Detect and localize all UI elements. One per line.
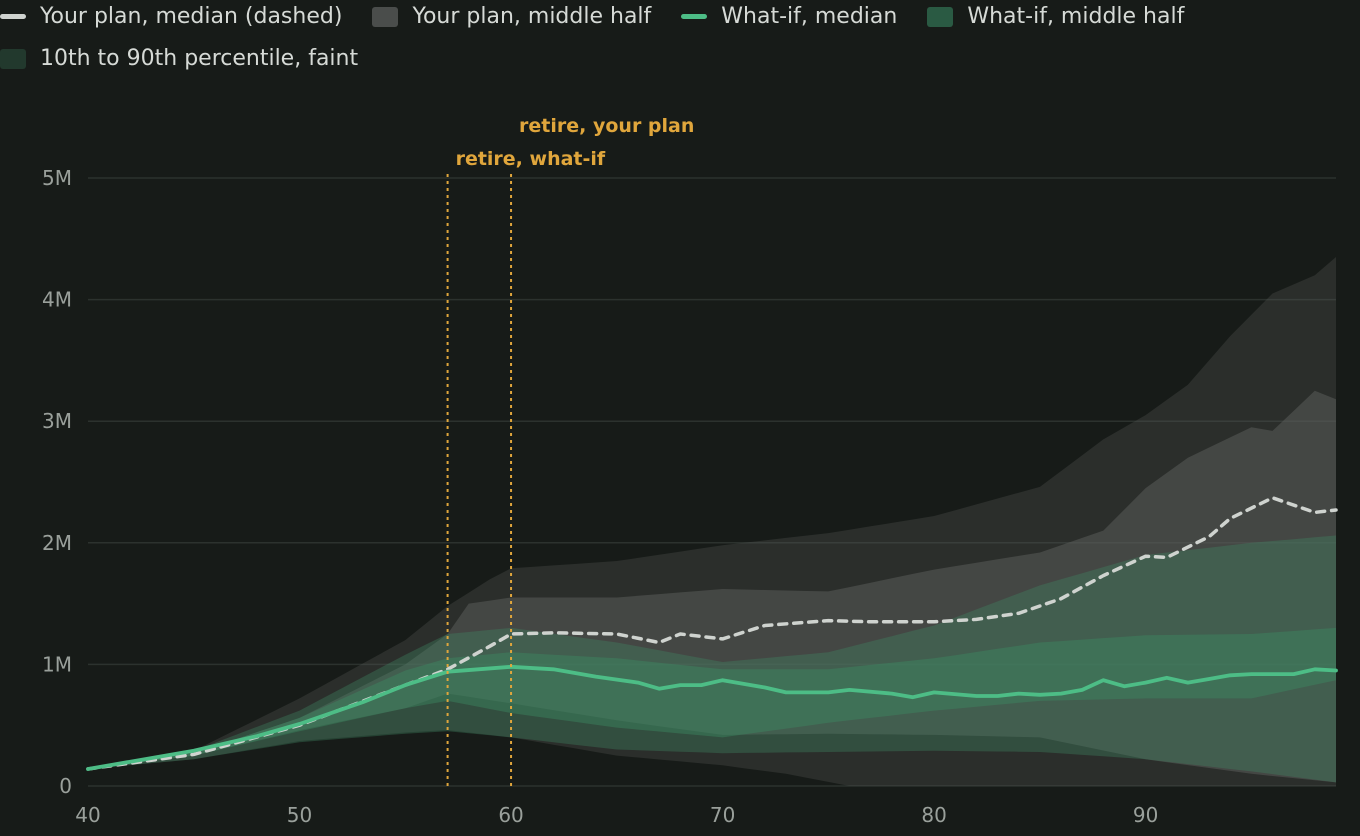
what-if-middle-half-band <box>88 627 1336 769</box>
legend-label: 10th to 90th percentile, faint <box>40 46 359 71</box>
y-tick-label: 4M <box>42 288 72 312</box>
y-tick-label: 1M <box>42 652 72 676</box>
your-plan-median-line <box>86 496 1338 771</box>
legend-item: 10th to 90th percentile, faint <box>0 46 358 71</box>
legend-swatch <box>0 48 26 69</box>
legend-row: 10th to 90th percentile, faint <box>0 46 388 71</box>
legend-swatch <box>372 6 399 27</box>
legend-swatch <box>0 14 26 19</box>
legend-label: Your plan, middle half <box>412 4 652 29</box>
x-tick-label: 60 <box>498 803 523 827</box>
legend-label: What-if, median <box>721 4 898 29</box>
y-tick-label: 3M <box>42 409 72 433</box>
x-axis: 40 50 60 70 80 90 <box>75 803 1158 827</box>
legend-swatch <box>681 14 708 19</box>
x-tick-label: 80 <box>921 803 946 827</box>
retirement-markers: retire, what-if retire, your plan <box>446 115 694 786</box>
legend-swatch <box>927 6 954 27</box>
y-tick-label: 0 <box>59 774 72 798</box>
x-tick-label: 40 <box>75 803 100 827</box>
what-if-p10-p90-band <box>88 535 1336 783</box>
legend-label: Your plan, median (dashed) <box>40 4 343 29</box>
legend-label: What-if, middle half <box>967 4 1185 29</box>
your-plan-middle-half-band <box>88 390 1336 783</box>
x-tick-label: 70 <box>710 803 735 827</box>
legend-row: Your plan, median (dashed) Your plan, mid… <box>0 4 1214 29</box>
what-if-median-line <box>86 664 1338 771</box>
y-tick-label: 5M <box>42 166 72 190</box>
y-tick-label: 2M <box>42 531 72 555</box>
y-axis: 0 1M 2M 3M 4M 5M <box>42 166 72 798</box>
legend-item: What-if, middle half <box>927 4 1184 29</box>
bands <box>88 257 1336 786</box>
gridlines <box>88 177 1336 787</box>
legend-item: What-if, median <box>681 4 897 29</box>
retirement-marker-label: retire, your plan <box>519 115 694 137</box>
legend-item: Your plan, median (dashed) <box>0 4 342 29</box>
legend-item: Your plan, middle half <box>372 4 651 29</box>
x-tick-label: 50 <box>287 803 312 827</box>
retirement-marker-label: retire, what-if <box>456 148 606 170</box>
x-tick-label: 90 <box>1133 803 1158 827</box>
median-lines <box>86 496 1338 771</box>
